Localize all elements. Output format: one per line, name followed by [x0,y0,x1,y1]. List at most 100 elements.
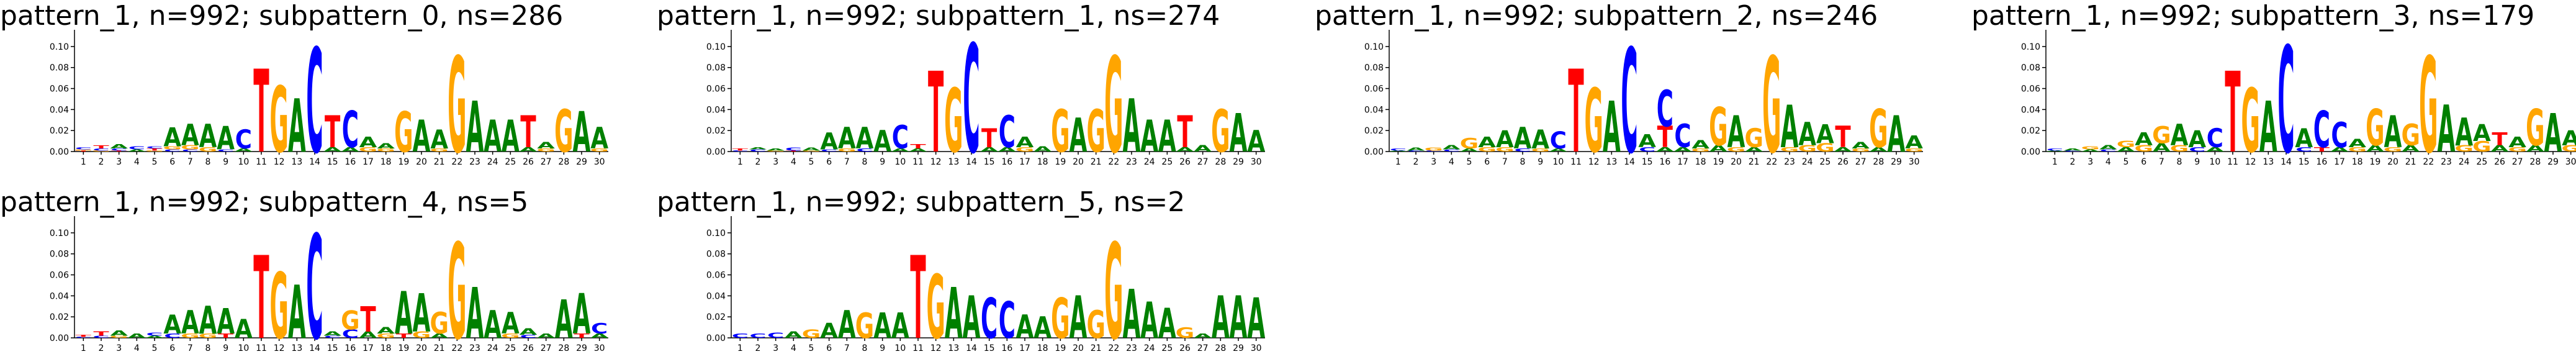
y-tick-label: 0.02 [50,126,69,136]
logo-letter-C: C [2277,16,2294,186]
logo-letter-C: C [981,288,998,352]
x-tick-label: 4 [134,343,140,353]
logo-letter-C: C [1621,19,1637,185]
logo-panel-2: pattern_1, n=992; subpattern_2, ns=246 0.… [1315,0,1924,185]
logo-letter-A: A [520,147,538,153]
x-tick-label: 17 [2334,157,2345,167]
x-tick-label: 9 [223,343,228,353]
logo-letter-G: G [2152,121,2171,148]
y-tick-label: 0.04 [1364,105,1384,115]
logo-letter-A: A [1709,143,1727,154]
x-tick-label: 11 [256,157,267,167]
x-tick-label: 7 [844,157,850,167]
x-tick-label: 11 [2227,157,2238,167]
logo-letter-G: G [1495,147,1514,153]
logo-letter-A: A [323,330,341,337]
logo-letter-A: A [820,127,838,155]
logo-letter-A: A [2295,124,2313,154]
logo-letter-A: A [873,306,891,347]
logo-letter-A: A [2206,147,2224,153]
logo-letter-A: A [2153,141,2171,155]
x-tick-label: 25 [505,157,516,167]
logo-letter-T: T [1568,47,1583,179]
logo-letter-C: C [146,332,163,337]
logo-letter-G: G [2384,147,2402,153]
logo-letter-C: C [2295,147,2312,153]
logo-letter-A: A [181,119,199,152]
logo-letter-A: A [2081,149,2099,153]
logo-letter-A: A [1212,284,1230,352]
logo-letter-A: A [2508,134,2526,151]
y-tick-label: 0.00 [706,334,726,343]
logo-letter-G: G [2561,143,2576,154]
x-tick-label: 2 [755,343,761,353]
x-tick-label: 1 [1395,157,1401,167]
logo-panel-1: pattern_1, n=992; subpattern_1, ns=274 0.… [657,0,1265,187]
x-tick-label: 28 [1215,343,1226,353]
logo-letter-G: G [802,150,821,152]
x-tick-label: 1 [737,343,743,353]
x-tick-label: 15 [984,157,995,167]
logo-letter-C: C [75,147,92,150]
logo-letter-G: G [2366,99,2384,157]
logo-letter-A: A [2384,107,2402,158]
y-tick-label: 0.10 [706,229,726,238]
logo-letter-T: T [360,300,376,340]
logo-letter-A: A [128,333,146,340]
logo-letter-A: A [199,298,217,342]
logo-letter-G: G [2508,147,2526,153]
logo-letter-A: A [1407,147,1425,152]
x-tick-label: 3 [116,157,122,167]
logo-letter-A: A [1549,148,1567,153]
logo-letter-A: A [163,122,181,153]
y-tick-label: 0.02 [50,312,69,322]
x-tick-label: 22 [1766,157,1777,167]
x-tick-label: 3 [2087,157,2093,167]
x-tick-label: 11 [256,343,267,353]
logo-letter-A: A [2135,129,2153,149]
logo-panel-5: pattern_1, n=992; subpattern_5, ns=2 0.00… [657,186,1265,354]
logo-letter-G: G [1780,147,1799,153]
logo-letter-A: A [2188,125,2206,153]
logo-letter-A: A [110,143,128,150]
logo-letter-A: A [502,112,520,162]
panel-title: pattern_1, n=992; subpattern_1, ns=274 [657,0,1220,32]
x-tick-label: 7 [844,343,850,353]
y-tick-label: 0.10 [1364,42,1384,52]
logo-letter-A: A [820,319,838,343]
x-tick-label: 23 [1784,157,1795,167]
x-tick-label: 11 [912,343,924,353]
logo-letter-G: G [501,333,520,340]
logo-letter-C: C [591,320,608,337]
logo-letter-A: A [1070,284,1088,352]
logo-letter-C: C [164,149,181,153]
logo-letter-A: A [1016,308,1034,346]
logo-letter-A: A [873,125,891,158]
logo-letter-G: G [2526,99,2544,157]
logo-letter-A: A [520,327,538,337]
logo-letter-T: T [910,233,925,354]
logo-letter-G: G [1104,30,1123,183]
logo-letter-G: G [1477,147,1496,153]
logo-letter-A: A [998,147,1016,153]
logo-letter-G: G [109,335,128,339]
logo-letter-A: A [2099,144,2117,151]
logo-letter-A: A [1034,145,1052,153]
logo-letter-A: A [1798,116,1816,153]
logo-letter-A: A [767,148,785,152]
logo-letter-A: A [1852,140,1870,151]
logo-letter-A: A [217,302,235,342]
x-tick-label: 29 [1233,343,1244,353]
logo-letter-A: A [2402,143,2420,154]
x-tick-label: 9 [880,343,885,353]
logo-letter-A: A [2366,143,2384,154]
logo-letter-T: T [2225,49,2240,178]
logo-letter-C: C [732,333,749,340]
logo-letter-C: C [785,147,802,152]
x-tick-label: 7 [1502,157,1508,167]
panel-title: pattern_1, n=992; subpattern_5, ns=2 [657,186,1185,218]
x-tick-label: 9 [223,157,228,167]
y-tick-label: 0.10 [50,42,69,52]
logo-letter-A: A [2259,86,2277,168]
logo-letter-T: T [218,333,234,340]
